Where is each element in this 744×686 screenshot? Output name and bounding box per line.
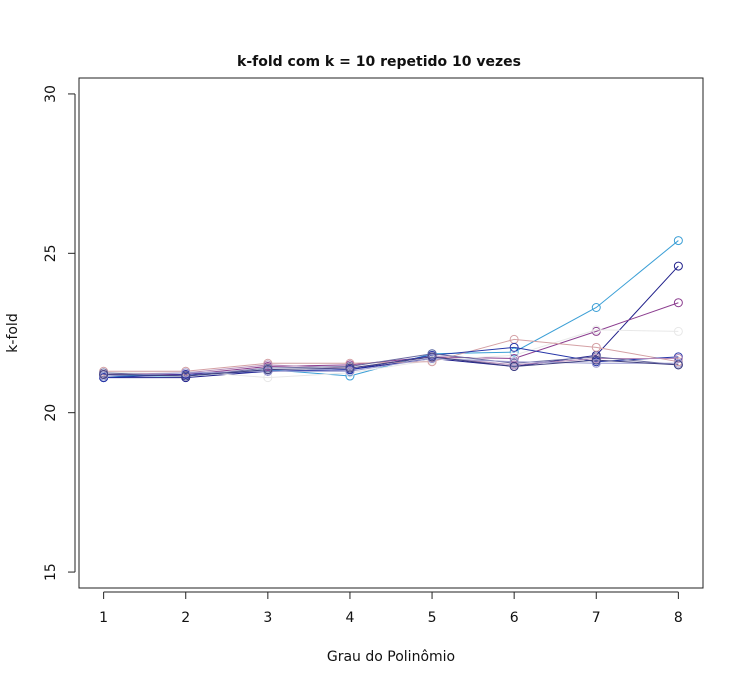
data-point — [591, 303, 601, 312]
series-lines — [103, 240, 679, 379]
series-line — [103, 265, 679, 379]
x-tick-label: 2 — [181, 610, 190, 626]
x-tick-label: 7 — [592, 610, 601, 626]
y-axis-label: k-fold — [5, 313, 21, 352]
data-point — [591, 342, 601, 352]
y-tick-label: 20 — [43, 404, 59, 422]
x-tick-label: 1 — [99, 610, 108, 626]
data-point — [591, 358, 601, 368]
y-tick-label: 25 — [43, 244, 59, 262]
x-tick-label: 4 — [345, 610, 354, 626]
series-points — [99, 236, 683, 383]
series-line — [103, 357, 679, 377]
x-tick-label: 3 — [263, 610, 272, 626]
data-point — [509, 361, 519, 371]
x-tick-label: 8 — [674, 610, 683, 626]
data-point — [673, 326, 683, 336]
data-point — [509, 347, 519, 357]
data-point — [345, 363, 355, 373]
data-point — [591, 352, 601, 362]
x-axis: 1 2 3 4 5 6 7 8 — [99, 591, 683, 626]
data-point — [427, 352, 437, 362]
data-point — [673, 298, 683, 308]
data-point — [181, 368, 191, 378]
data-point — [673, 360, 683, 370]
data-point — [509, 334, 519, 344]
x-tick-label: 6 — [510, 610, 519, 626]
x-axis-label: Grau do Polinômio — [327, 649, 455, 665]
series-line — [103, 356, 679, 377]
data-point — [263, 365, 273, 375]
series-line — [103, 302, 679, 375]
data-point — [673, 261, 683, 271]
data-point — [181, 371, 191, 381]
data-point — [673, 354, 683, 363]
data-point — [509, 342, 519, 352]
data-point — [99, 369, 109, 379]
data-point — [591, 355, 601, 365]
plot-frame — [78, 77, 704, 589]
data-point — [509, 357, 519, 367]
data-point — [591, 325, 601, 335]
data-point — [427, 349, 437, 359]
y-axis: 15 20 25 30 — [43, 85, 76, 581]
data-point — [673, 236, 683, 246]
y-tick-label: 15 — [43, 563, 59, 581]
x-tick-label: 5 — [428, 610, 437, 626]
data-point — [345, 366, 355, 376]
data-point — [263, 360, 273, 370]
chart-title: k-fold com k = 10 repetido 10 vezes — [237, 54, 521, 70]
y-tick-label: 30 — [43, 85, 59, 103]
